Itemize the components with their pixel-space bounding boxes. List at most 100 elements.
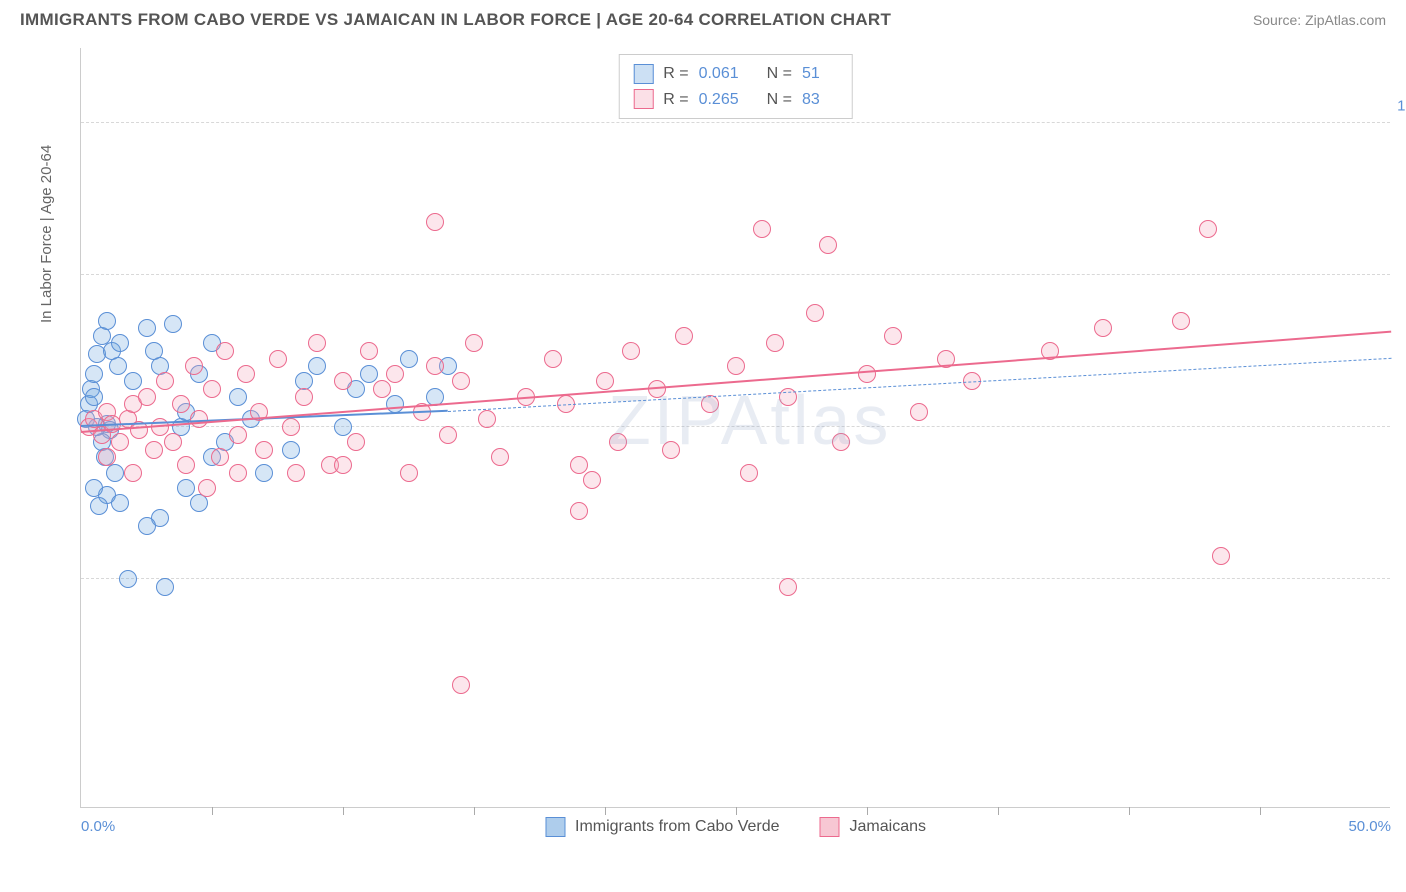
data-point-jam (452, 676, 470, 694)
data-point-jam (806, 304, 824, 322)
data-point-jam (269, 350, 287, 368)
data-point-jam (622, 342, 640, 360)
data-point-jam (819, 236, 837, 254)
data-point-jam (832, 433, 850, 451)
source-attribution: Source: ZipAtlas.com (1253, 12, 1386, 28)
data-point-jam (570, 456, 588, 474)
data-point-jam (203, 380, 221, 398)
legend-swatch (633, 64, 653, 84)
grid-line (81, 122, 1390, 123)
data-point-jam (1199, 220, 1217, 238)
data-point-jam (185, 357, 203, 375)
data-point-jam (858, 365, 876, 383)
data-point-jam (295, 388, 313, 406)
data-point-jam (452, 372, 470, 390)
data-point-jam (910, 403, 928, 421)
data-point-cabo (119, 570, 137, 588)
data-point-jam (216, 342, 234, 360)
data-point-cabo (400, 350, 418, 368)
r-label: R = (663, 87, 688, 113)
data-point-jam (675, 327, 693, 345)
data-point-jam (478, 410, 496, 428)
data-point-jam (98, 448, 116, 466)
data-point-cabo (156, 578, 174, 596)
data-point-cabo (111, 334, 129, 352)
legend-swatch (545, 817, 565, 837)
n-label: N = (767, 87, 792, 113)
data-point-jam (426, 213, 444, 231)
data-point-jam (211, 448, 229, 466)
legend-label: Jamaicans (850, 818, 926, 836)
data-point-jam (237, 365, 255, 383)
r-value: 0.265 (699, 87, 739, 113)
data-point-cabo (386, 395, 404, 413)
y-tick-label: 100.0% (1397, 98, 1406, 115)
n-label: N = (767, 61, 792, 87)
data-point-cabo (360, 365, 378, 383)
data-point-jam (583, 471, 601, 489)
data-point-jam (570, 502, 588, 520)
correlation-row-jam: R = 0.265 N = 83 (633, 87, 838, 113)
x-tick (212, 807, 213, 815)
data-point-jam (596, 372, 614, 390)
data-point-cabo (164, 315, 182, 333)
data-point-jam (172, 395, 190, 413)
data-point-jam (662, 441, 680, 459)
x-tick-label: 0.0% (81, 818, 115, 835)
data-point-cabo (255, 464, 273, 482)
legend-item: Jamaicans (820, 817, 926, 837)
n-value: 51 (802, 61, 820, 87)
x-tick (1260, 807, 1261, 815)
data-point-jam (491, 448, 509, 466)
data-point-jam (282, 418, 300, 436)
data-point-jam (740, 464, 758, 482)
data-point-jam (145, 441, 163, 459)
data-point-jam (1094, 319, 1112, 337)
data-point-cabo (124, 372, 142, 390)
grid-line (81, 578, 1390, 579)
data-point-cabo (308, 357, 326, 375)
data-point-jam (360, 342, 378, 360)
r-label: R = (663, 61, 688, 87)
x-tick-label: 50.0% (1348, 818, 1391, 835)
legend-label: Immigrants from Cabo Verde (575, 818, 780, 836)
data-point-cabo (85, 479, 103, 497)
data-point-jam (334, 372, 352, 390)
data-point-jam (308, 334, 326, 352)
data-point-cabo (85, 388, 103, 406)
data-point-cabo (282, 441, 300, 459)
data-point-jam (753, 220, 771, 238)
data-point-jam (229, 426, 247, 444)
chart-header: IMMIGRANTS FROM CABO VERDE VS JAMAICAN I… (0, 0, 1406, 38)
data-point-jam (439, 426, 457, 444)
data-point-cabo (229, 388, 247, 406)
x-tick (605, 807, 606, 815)
r-value: 0.061 (699, 61, 739, 87)
plot-area: ZIPAtlas R = 0.061 N = 51 R = 0.265 N = … (80, 48, 1390, 808)
data-point-jam (386, 365, 404, 383)
correlation-legend: R = 0.061 N = 51 R = 0.265 N = 83 (618, 54, 853, 119)
data-point-cabo (334, 418, 352, 436)
y-axis-title: In Labor Force | Age 20-64 (38, 145, 55, 323)
data-point-jam (255, 441, 273, 459)
x-tick (1129, 807, 1130, 815)
data-point-cabo (98, 312, 116, 330)
x-tick (867, 807, 868, 815)
data-point-jam (287, 464, 305, 482)
data-point-cabo (85, 365, 103, 383)
data-point-cabo (138, 319, 156, 337)
data-point-jam (138, 388, 156, 406)
data-point-jam (111, 433, 129, 451)
chart-container: In Labor Force | Age 20-64 ZIPAtlas R = … (50, 48, 1390, 838)
legend-item: Immigrants from Cabo Verde (545, 817, 780, 837)
x-tick (343, 807, 344, 815)
x-tick (736, 807, 737, 815)
x-tick (474, 807, 475, 815)
data-point-jam (544, 350, 562, 368)
data-point-jam (426, 357, 444, 375)
correlation-row-cabo: R = 0.061 N = 51 (633, 61, 838, 87)
data-point-cabo (106, 464, 124, 482)
data-point-jam (177, 456, 195, 474)
data-point-jam (609, 433, 627, 451)
chart-title: IMMIGRANTS FROM CABO VERDE VS JAMAICAN I… (20, 10, 891, 30)
